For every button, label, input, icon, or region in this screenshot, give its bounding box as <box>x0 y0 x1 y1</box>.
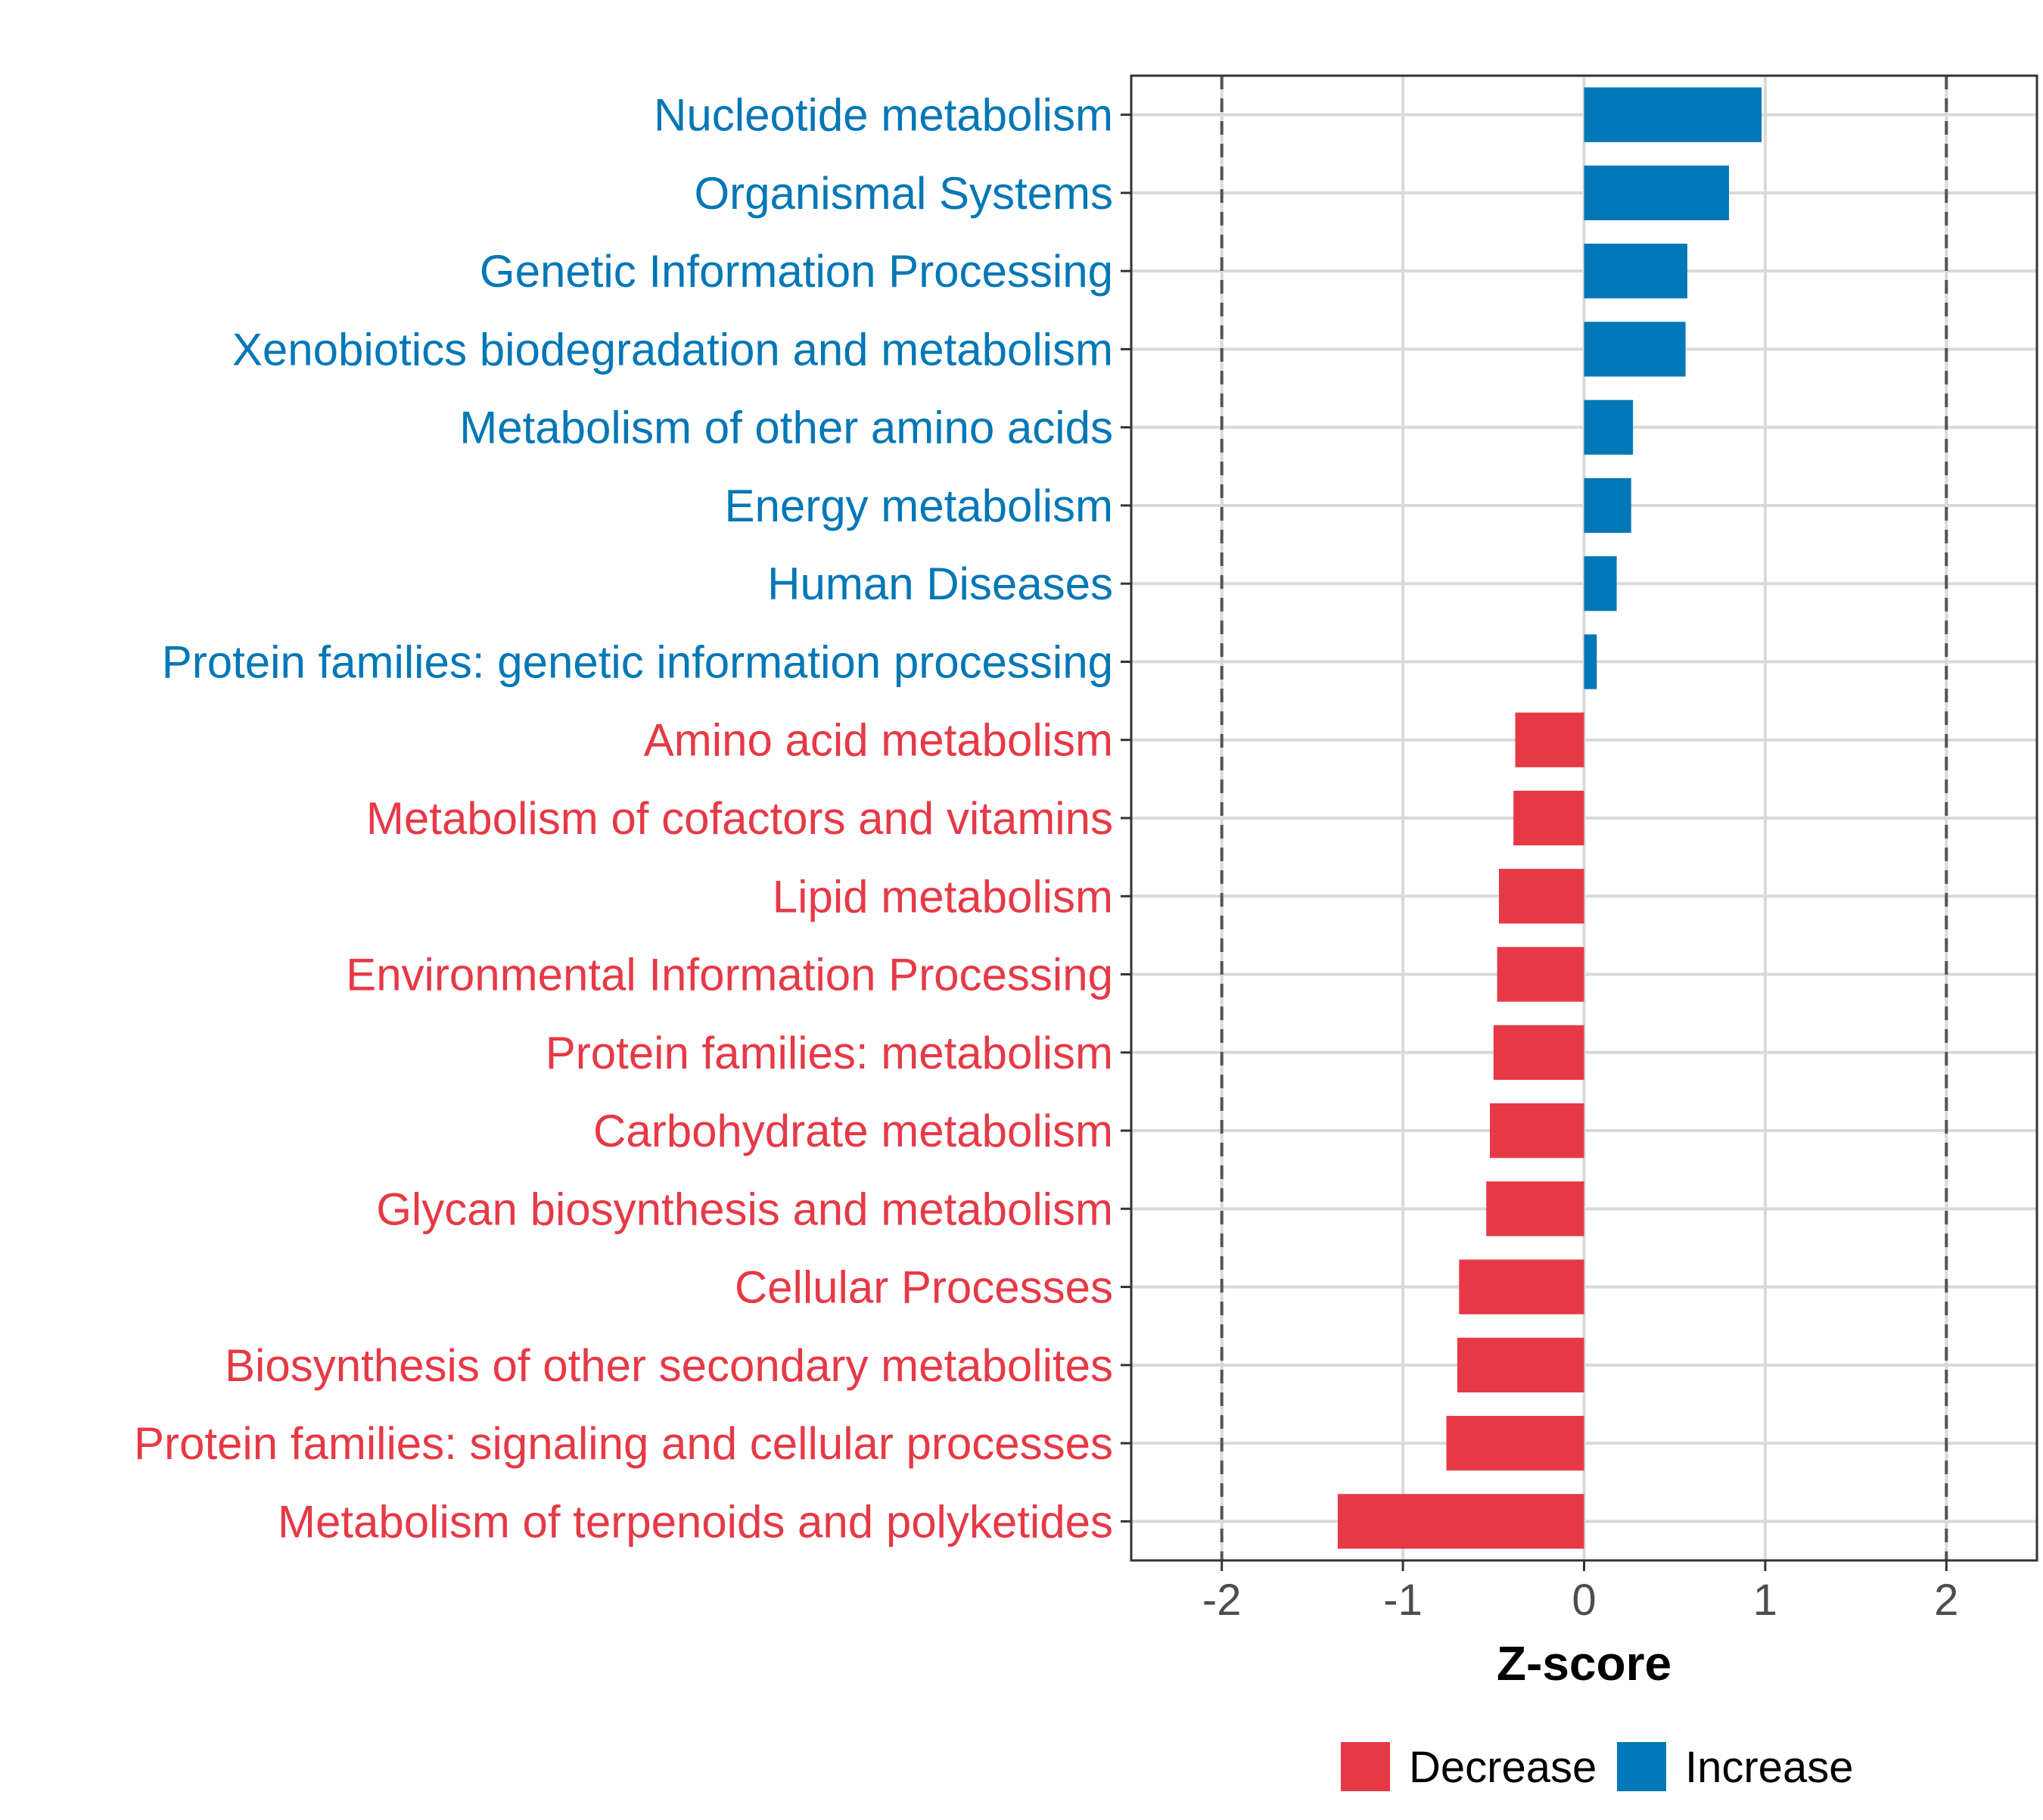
bar <box>1446 1415 1584 1471</box>
bar <box>1515 712 1584 767</box>
bar <box>1459 1259 1584 1314</box>
bar <box>1337 1494 1584 1549</box>
y-axis-ticks <box>1121 114 1131 1523</box>
bar <box>1584 634 1597 689</box>
bar <box>1457 1337 1584 1392</box>
x-axis-ticks: -2 -1 0 1 2 <box>1202 1560 1958 1625</box>
bar <box>1493 1025 1584 1080</box>
category-label: Organismal Systems <box>695 168 1113 219</box>
bar <box>1584 165 1730 221</box>
bar <box>1513 790 1584 846</box>
category-label: Biosynthesis of other secondary metaboli… <box>225 1340 1113 1391</box>
bar-layer <box>1337 87 1762 1549</box>
category-label: Genetic Information Processing <box>480 246 1113 297</box>
category-label: Glycan biosynthesis and metabolism <box>376 1184 1113 1234</box>
bar <box>1584 400 1634 455</box>
x-tick-label: -1 <box>1383 1576 1423 1625</box>
bar <box>1497 947 1584 1002</box>
category-label: Energy metabolism <box>724 481 1113 531</box>
legend: Decrease Increase <box>1341 1742 1853 1792</box>
x-tick-label: 1 <box>1753 1576 1777 1625</box>
y-axis-labels: Nucleotide metabolism Organismal Systems G… <box>134 90 1113 1548</box>
category-label: Amino acid metabolism <box>644 715 1113 766</box>
category-label: Metabolism of cofactors and vitamins <box>366 793 1113 844</box>
category-label: Cellular Processes <box>735 1262 1113 1313</box>
category-label: Protein families: metabolism <box>546 1028 1113 1078</box>
x-axis-title: Z-score <box>1497 1636 1671 1691</box>
legend-label: Decrease <box>1409 1743 1597 1792</box>
category-label: Protein families: genetic information pr… <box>162 636 1113 687</box>
bar <box>1584 322 1686 377</box>
x-tick-label: -2 <box>1202 1576 1242 1625</box>
category-label: Carbohydrate metabolism <box>593 1106 1113 1156</box>
bar <box>1584 478 1631 534</box>
bar <box>1498 869 1584 924</box>
legend-swatch <box>1617 1742 1666 1791</box>
category-label: Metabolism of other amino acids <box>459 403 1113 453</box>
x-tick-label: 2 <box>1934 1576 1958 1625</box>
category-label: Environmental Information Processing <box>346 950 1113 1000</box>
x-tick-label: 0 <box>1572 1576 1596 1625</box>
bar <box>1490 1103 1584 1159</box>
category-label: Metabolism of terpenoids and polyketides <box>278 1496 1113 1547</box>
bar <box>1486 1181 1584 1237</box>
category-label: Human Diseases <box>767 558 1113 609</box>
category-label: Protein families: signaling and cellular… <box>134 1418 1113 1469</box>
category-label: Lipid metabolism <box>773 871 1113 922</box>
legend-swatch <box>1341 1742 1390 1791</box>
bar <box>1584 244 1687 299</box>
bar <box>1584 556 1617 611</box>
legend-label: Increase <box>1685 1743 1853 1792</box>
bar <box>1584 87 1762 142</box>
reference-lines <box>1220 76 1948 1560</box>
category-label: Xenobiotics biodegradation and metabolis… <box>232 324 1113 375</box>
category-label: Nucleotide metabolism <box>654 90 1113 141</box>
